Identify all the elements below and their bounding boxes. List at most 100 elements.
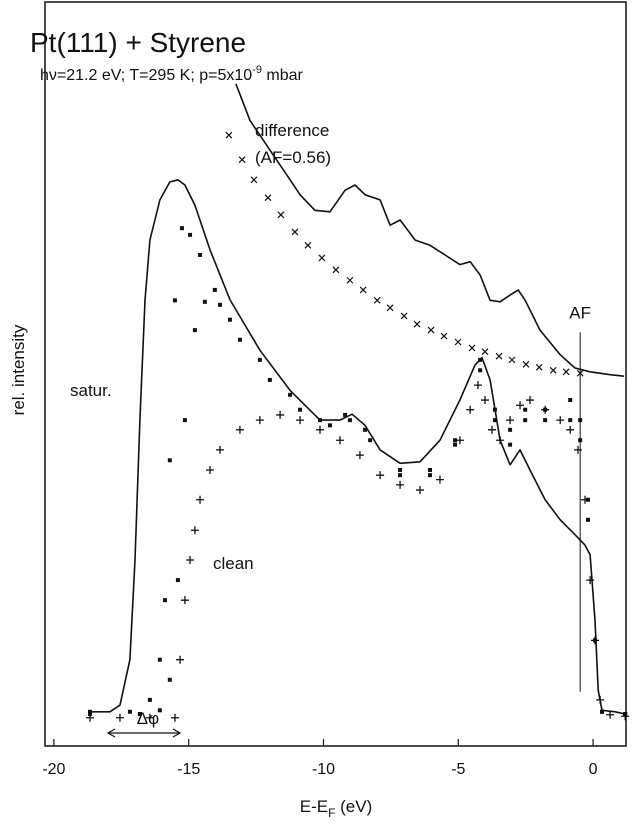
x-tick-label: -5 xyxy=(451,761,465,778)
annotation: satur. xyxy=(70,381,112,400)
point xyxy=(373,296,381,304)
spectrum-line xyxy=(87,179,626,715)
point xyxy=(466,405,475,414)
point xyxy=(264,194,272,202)
point xyxy=(427,326,435,334)
point xyxy=(516,401,525,410)
subtitle-sup: -9 xyxy=(252,64,262,76)
point xyxy=(606,710,615,719)
point xyxy=(162,598,167,603)
x-tick-label: -10 xyxy=(312,761,335,778)
point xyxy=(568,418,573,423)
point xyxy=(549,366,557,374)
point xyxy=(291,228,299,236)
point xyxy=(157,657,162,662)
point xyxy=(182,418,187,423)
point xyxy=(180,596,189,605)
point xyxy=(480,396,489,405)
point xyxy=(196,495,205,504)
point xyxy=(145,713,154,722)
point xyxy=(250,176,258,184)
point xyxy=(496,436,505,445)
point xyxy=(343,412,348,417)
point xyxy=(188,232,193,237)
point xyxy=(376,471,385,480)
point xyxy=(522,360,530,368)
point xyxy=(347,418,352,423)
point xyxy=(478,357,483,362)
point xyxy=(566,425,575,434)
point xyxy=(386,304,394,312)
point xyxy=(398,473,403,478)
point xyxy=(495,352,503,360)
plot-frame xyxy=(44,1,627,747)
point xyxy=(346,276,354,284)
point xyxy=(473,381,482,390)
delta-phi-arrow xyxy=(106,728,182,738)
point xyxy=(115,713,124,722)
point xyxy=(600,709,605,714)
x-label-part: (eV) xyxy=(335,797,372,816)
point xyxy=(454,338,462,346)
point xyxy=(562,368,570,376)
point xyxy=(257,357,262,362)
x-tick-label: 0 xyxy=(589,761,598,778)
point xyxy=(304,241,312,249)
point xyxy=(396,480,405,489)
point xyxy=(621,712,630,721)
spectrum-line xyxy=(235,83,625,377)
point xyxy=(170,713,179,722)
point xyxy=(526,396,535,405)
point xyxy=(267,377,272,382)
point xyxy=(492,418,497,423)
point xyxy=(581,495,590,504)
point xyxy=(506,416,515,425)
chart-subtitle: hν=21.2 eV; T=295 K; p=5x10-9 mbar xyxy=(40,64,304,84)
point xyxy=(175,578,180,583)
point xyxy=(318,254,326,262)
point xyxy=(332,266,340,274)
point xyxy=(508,356,516,364)
point xyxy=(192,328,197,333)
point xyxy=(368,438,373,443)
point xyxy=(523,407,528,412)
point xyxy=(217,302,222,307)
point xyxy=(176,655,185,664)
annotation: Δφ xyxy=(137,709,159,728)
reference-label: AF xyxy=(569,303,591,322)
point xyxy=(147,697,152,702)
point xyxy=(535,363,543,371)
point xyxy=(596,695,605,704)
point xyxy=(296,416,305,425)
point xyxy=(363,427,368,432)
point xyxy=(127,709,132,714)
point xyxy=(508,442,513,447)
point xyxy=(413,320,421,328)
point xyxy=(276,410,285,419)
point xyxy=(288,392,293,397)
point xyxy=(137,712,142,717)
point xyxy=(227,317,232,322)
point xyxy=(88,709,93,714)
point xyxy=(167,677,172,682)
subtitle-part: hν=21.2 eV; T=295 K; p=5x10 xyxy=(40,67,252,84)
point xyxy=(455,436,464,445)
point xyxy=(400,312,408,320)
point xyxy=(586,576,595,585)
x-tick-label: -15 xyxy=(177,761,200,778)
point xyxy=(578,438,583,443)
point xyxy=(590,636,599,645)
point xyxy=(556,416,565,425)
point xyxy=(317,418,322,423)
point xyxy=(578,418,583,423)
point xyxy=(255,416,264,425)
point xyxy=(198,252,203,257)
point xyxy=(453,438,458,443)
point xyxy=(585,517,590,522)
point xyxy=(427,473,432,478)
point xyxy=(86,713,95,722)
point xyxy=(205,465,214,474)
y-axis-label: rel. intensity xyxy=(9,324,28,415)
